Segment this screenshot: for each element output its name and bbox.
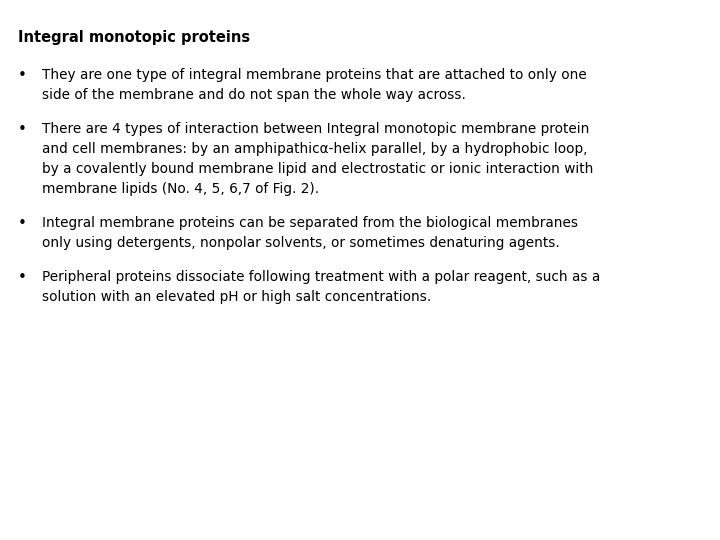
Text: by a covalently bound membrane lipid and electrostatic or ionic interaction with: by a covalently bound membrane lipid and… [42,162,593,176]
Text: They are one type of integral membrane proteins that are attached to only one: They are one type of integral membrane p… [42,68,587,82]
Text: membrane lipids (No. 4, 5, 6,7 of Fig. 2).: membrane lipids (No. 4, 5, 6,7 of Fig. 2… [42,182,319,196]
Text: •: • [18,68,27,83]
Text: •: • [18,216,27,231]
Text: There are 4 types of interaction between Integral monotopic membrane protein: There are 4 types of interaction between… [42,122,590,136]
Text: •: • [18,122,27,137]
Text: Integral membrane proteins can be separated from the biological membranes: Integral membrane proteins can be separa… [42,216,578,230]
Text: •: • [18,270,27,285]
Text: side of the membrane and do not span the whole way across.: side of the membrane and do not span the… [42,88,466,102]
Text: only using detergents, nonpolar solvents, or sometimes denaturing agents.: only using detergents, nonpolar solvents… [42,236,559,250]
Text: solution with an elevated pH or high salt concentrations.: solution with an elevated pH or high sal… [42,290,431,304]
Text: and cell membranes: by an amphipathicα-helix parallel, by a hydrophobic loop,: and cell membranes: by an amphipathicα-h… [42,142,588,156]
Text: Peripheral proteins dissociate following treatment with a polar reagent, such as: Peripheral proteins dissociate following… [42,270,600,284]
Text: Integral monotopic proteins: Integral monotopic proteins [18,30,250,45]
